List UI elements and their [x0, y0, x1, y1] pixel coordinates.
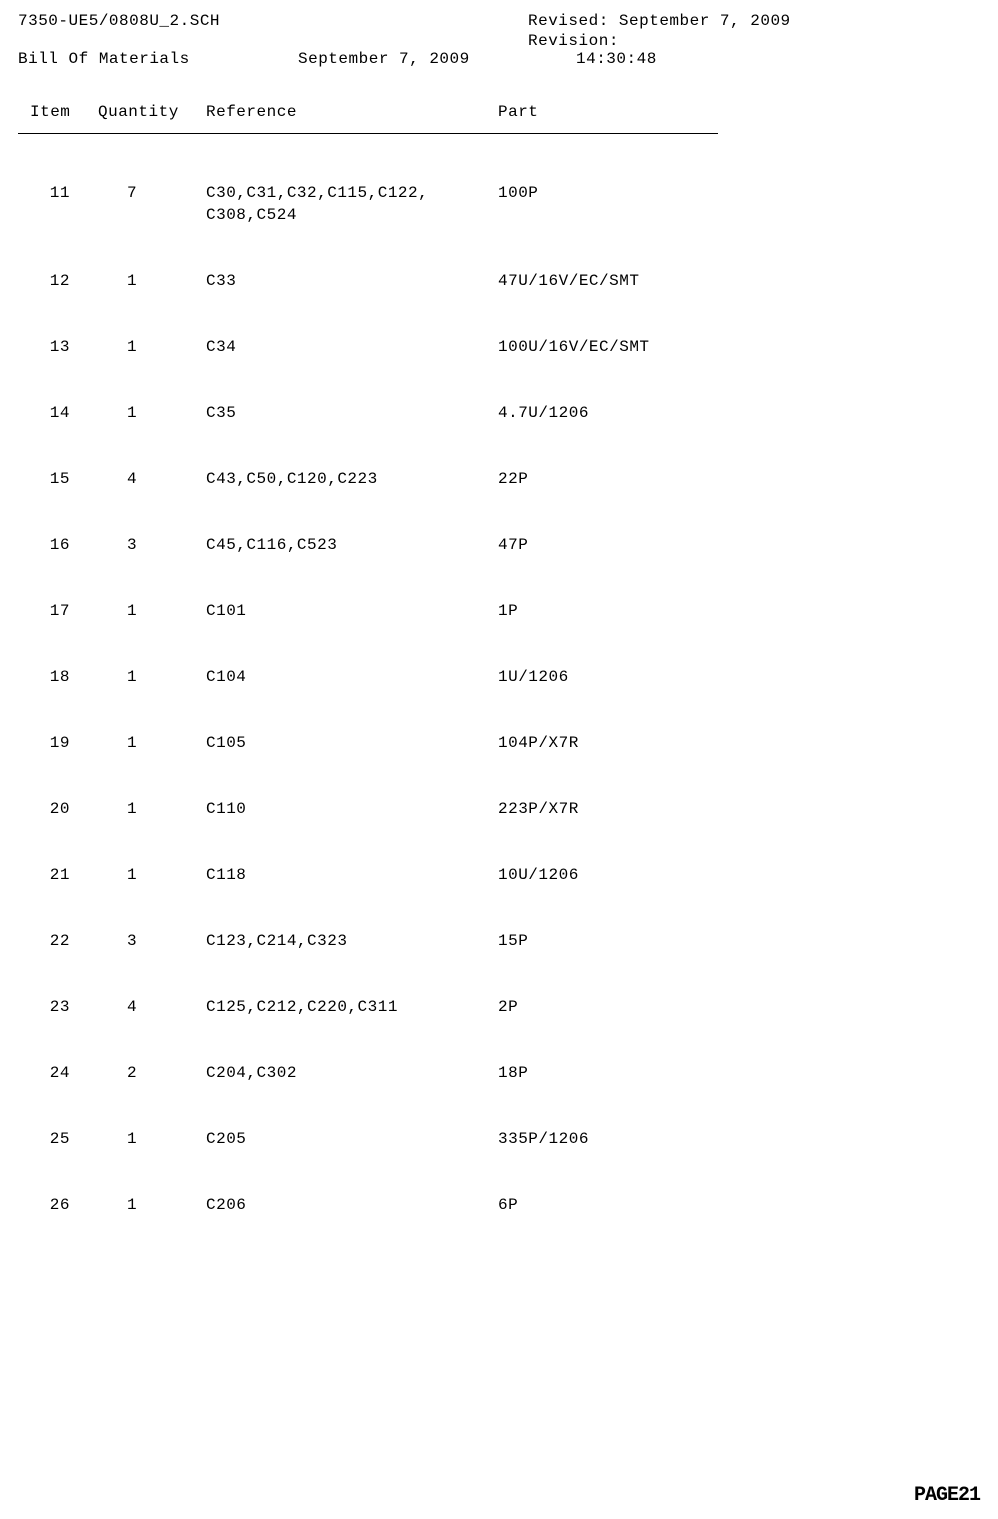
- cell-quantity: 3: [98, 932, 206, 950]
- cell-part: 47P: [498, 536, 528, 554]
- table-row: 234C125,C212,C220,C3112P: [30, 998, 980, 1016]
- cell-reference: C105: [206, 734, 498, 752]
- column-header-item: Item: [30, 103, 98, 121]
- cell-quantity: 3: [98, 536, 206, 554]
- table-row: 223C123,C214,C32315P: [30, 932, 980, 950]
- table-row: 131C34100U/16V/EC/SMT: [30, 338, 980, 356]
- cell-quantity: 1: [98, 668, 206, 686]
- cell-part: 100P: [498, 184, 538, 224]
- header-line-3: Bill Of Materials September 7, 2009 14:3…: [18, 50, 980, 68]
- cell-reference: C30,C31,C32,C115,C122,C308,C524: [206, 184, 498, 224]
- cell-item: 21: [30, 866, 98, 884]
- table-row: 191C105104P/X7R: [30, 734, 980, 752]
- cell-reference: C205: [206, 1130, 498, 1148]
- cell-quantity: 1: [98, 866, 206, 884]
- cell-item: 22: [30, 932, 98, 950]
- cell-reference: C123,C214,C323: [206, 932, 498, 950]
- table-row: 211C11810U/1206: [30, 866, 980, 884]
- cell-item: 12: [30, 272, 98, 290]
- cell-part: 6P: [498, 1196, 518, 1214]
- cell-reference: C34: [206, 338, 498, 356]
- cell-quantity: 1: [98, 602, 206, 620]
- page-number: PAGE21: [914, 1484, 980, 1507]
- cell-reference: C33: [206, 272, 498, 290]
- cell-quantity: 1: [98, 800, 206, 818]
- table-row: 117C30,C31,C32,C115,C122,C308,C524100P: [30, 184, 980, 224]
- table-row: 242C204,C30218P: [30, 1064, 980, 1082]
- cell-part: 223P/X7R: [498, 800, 579, 818]
- cell-part: 47U/16V/EC/SMT: [498, 272, 639, 290]
- cell-part: 1P: [498, 602, 518, 620]
- table-divider: [18, 133, 718, 134]
- cell-reference: C110: [206, 800, 498, 818]
- column-header-quantity: Quantity: [98, 103, 206, 121]
- table-row: 201C110223P/X7R: [30, 800, 980, 818]
- cell-part: 104P/X7R: [498, 734, 579, 752]
- cell-reference: C104: [206, 668, 498, 686]
- cell-item: 13: [30, 338, 98, 356]
- cell-item: 20: [30, 800, 98, 818]
- cell-reference: C35: [206, 404, 498, 422]
- cell-quantity: 1: [98, 338, 206, 356]
- table-row: 251C205335P/1206: [30, 1130, 980, 1148]
- filename: 7350-UE5/0808U_2.SCH: [18, 12, 528, 30]
- cell-item: 25: [30, 1130, 98, 1148]
- cell-quantity: 1: [98, 1196, 206, 1214]
- cell-quantity: 1: [98, 404, 206, 422]
- cell-item: 26: [30, 1196, 98, 1214]
- cell-part: 335P/1206: [498, 1130, 589, 1148]
- cell-reference: C118: [206, 866, 498, 884]
- cell-item: 15: [30, 470, 98, 488]
- bom-title: Bill Of Materials: [18, 50, 298, 68]
- table-row: 181C1041U/1206: [30, 668, 980, 686]
- cell-quantity: 1: [98, 272, 206, 290]
- document-date: September 7, 2009: [298, 50, 576, 68]
- cell-part: 100U/16V/EC/SMT: [498, 338, 650, 356]
- table-row: 121C3347U/16V/EC/SMT: [30, 272, 980, 290]
- cell-item: 23: [30, 998, 98, 1016]
- cell-item: 17: [30, 602, 98, 620]
- cell-quantity: 2: [98, 1064, 206, 1082]
- cell-item: 19: [30, 734, 98, 752]
- revision-label: Revision:: [528, 32, 619, 50]
- cell-quantity: 7: [98, 184, 206, 224]
- table-row: 141C354.7U/1206: [30, 404, 980, 422]
- cell-quantity: 1: [98, 1130, 206, 1148]
- cell-part: 22P: [498, 470, 528, 488]
- cell-item: 24: [30, 1064, 98, 1082]
- cell-reference-cont: C308,C524: [206, 206, 498, 224]
- cell-part: 4.7U/1206: [498, 404, 589, 422]
- header-line-1: 7350-UE5/0808U_2.SCH Revised: September …: [18, 12, 980, 30]
- cell-part: 1U/1206: [498, 668, 569, 686]
- cell-reference: C45,C116,C523: [206, 536, 498, 554]
- column-header-reference: Reference: [206, 103, 498, 121]
- header-line-2: Revision:: [18, 32, 980, 50]
- cell-item: 16: [30, 536, 98, 554]
- cell-part: 15P: [498, 932, 528, 950]
- column-header-part: Part: [498, 103, 538, 121]
- cell-quantity: 1: [98, 734, 206, 752]
- cell-item: 14: [30, 404, 98, 422]
- cell-reference: C43,C50,C120,C223: [206, 470, 498, 488]
- cell-part: 18P: [498, 1064, 528, 1082]
- cell-quantity: 4: [98, 470, 206, 488]
- document-header: 7350-UE5/0808U_2.SCH Revised: September …: [18, 12, 980, 68]
- cell-part: 10U/1206: [498, 866, 579, 884]
- table-header: Item Quantity Reference Part: [18, 103, 980, 121]
- cell-item: 18: [30, 668, 98, 686]
- revised-date: Revised: September 7, 2009: [528, 12, 791, 30]
- table-row: 154C43,C50,C120,C22322P: [30, 470, 980, 488]
- cell-reference: C204,C302: [206, 1064, 498, 1082]
- table-body: 117C30,C31,C32,C115,C122,C308,C524100P12…: [18, 184, 980, 1214]
- cell-part: 2P: [498, 998, 518, 1016]
- cell-reference: C206: [206, 1196, 498, 1214]
- cell-reference: C101: [206, 602, 498, 620]
- cell-reference: C125,C212,C220,C311: [206, 998, 498, 1016]
- cell-quantity: 4: [98, 998, 206, 1016]
- table-row: 171C1011P: [30, 602, 980, 620]
- table-row: 163C45,C116,C52347P: [30, 536, 980, 554]
- document-time: 14:30:48: [576, 50, 657, 68]
- table-row: 261C2066P: [30, 1196, 980, 1214]
- cell-item: 11: [30, 184, 98, 224]
